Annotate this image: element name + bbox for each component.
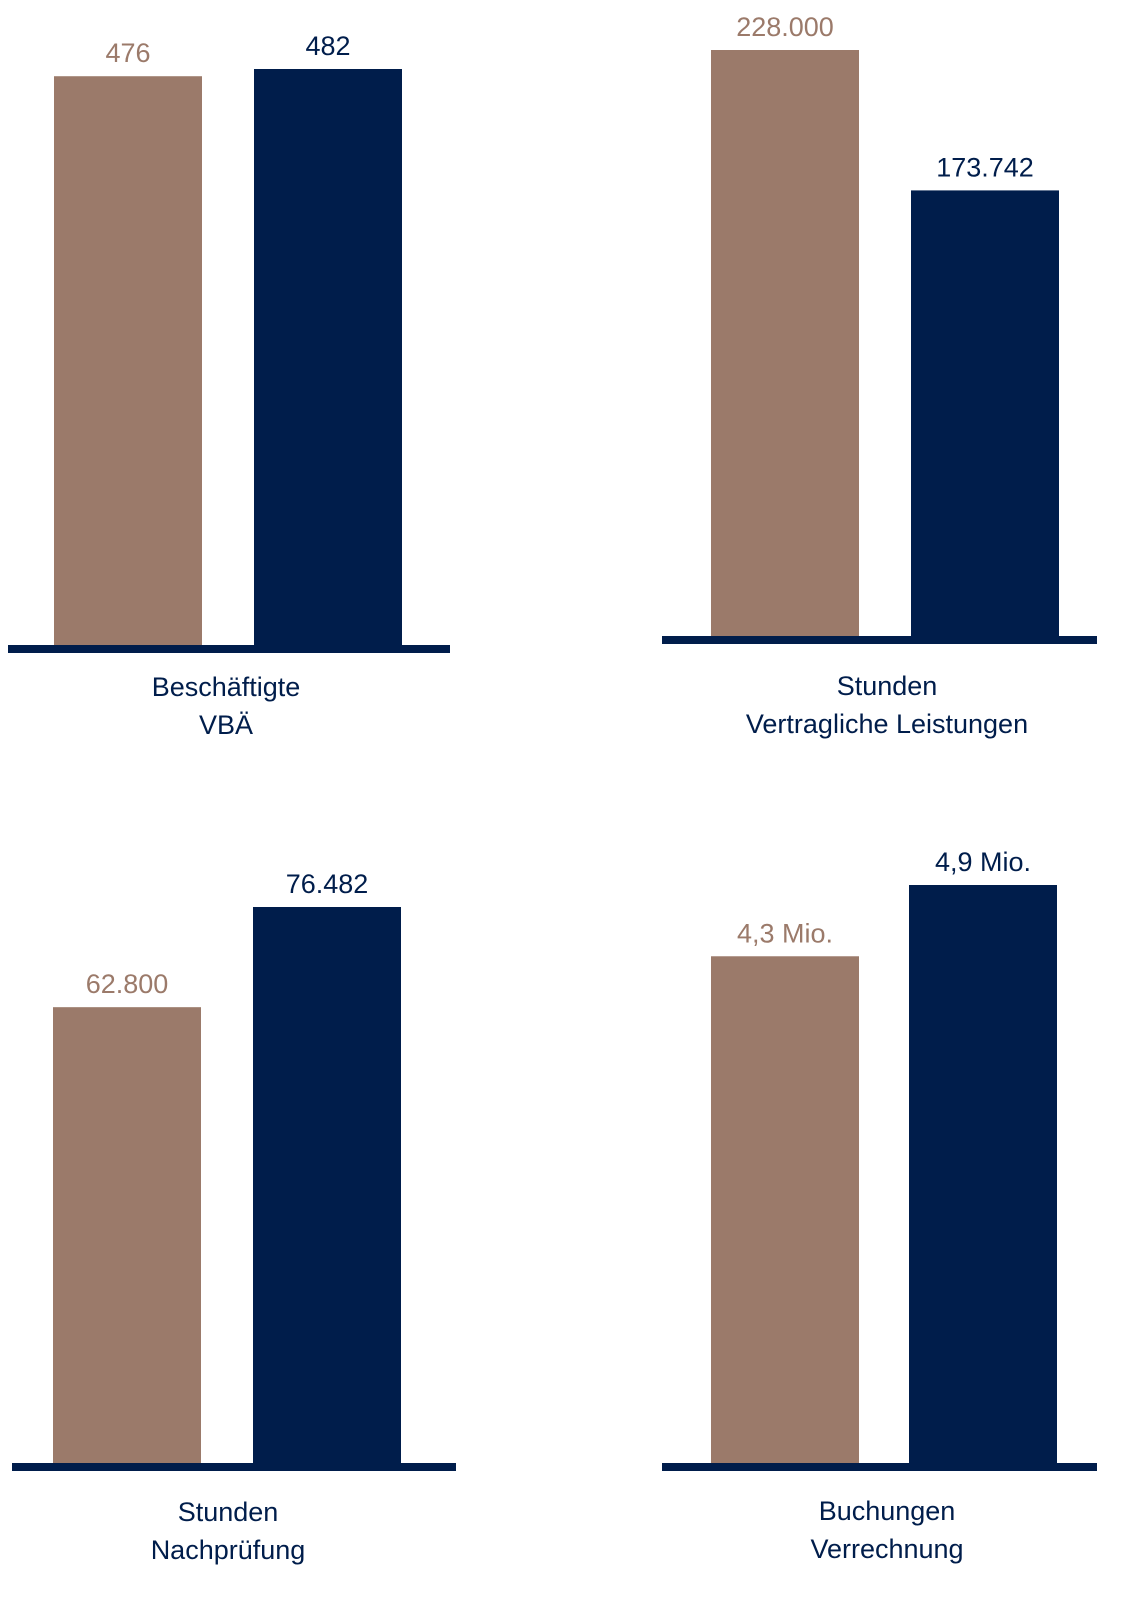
chart-4-bar-2 <box>909 885 1057 1467</box>
chart-4-value-label-1: 4,3 Mio. <box>737 918 833 948</box>
chart-2-caption-line-2: Vertragliche Leistungen <box>745 709 1029 739</box>
chart-2-value-label-1: 228.000 <box>736 12 834 42</box>
chart-2-baseline <box>662 636 1097 644</box>
chart-panel-1: 476 482 Beschäftigte VBÄ <box>0 0 560 760</box>
chart-4-value-label-2: 4,9 Mio. <box>935 847 1031 877</box>
chart-panel-3: 62.800 76.482 Stunden Nachprüfung <box>0 0 560 1606</box>
chart-1-baseline <box>8 645 450 653</box>
chart-1-caption-line-2: VBÄ <box>198 710 254 740</box>
chart-1-svg: 476 482 <box>8 31 450 653</box>
chart-3-svg: 62.800 76.482 <box>12 869 456 1471</box>
chart-4-caption: Buchungen Verrechnung <box>662 1492 1112 1568</box>
chart-1-bar-2 <box>254 69 402 649</box>
chart-1-caption: Beschäftigte VBÄ <box>0 668 452 744</box>
chart-3-caption-line-2: Nachprüfung <box>150 1535 306 1565</box>
chart-3-caption: Stunden Nachprüfung <box>0 1493 456 1569</box>
chart-2-caption-line-1: Stunden <box>836 671 938 701</box>
chart-4-caption-line-1: Buchungen <box>818 1496 956 1526</box>
chart-2-value-label-2: 173.742 <box>936 152 1034 182</box>
chart-2-bar-1 <box>711 50 859 640</box>
chart-4-caption-line-2: Verrechnung <box>810 1534 964 1564</box>
chart-1-value-label-1: 476 <box>105 38 150 68</box>
chart-1-value-label-2: 482 <box>305 31 350 61</box>
chart-3-bar-2 <box>253 907 401 1467</box>
chart-3-value-label-2: 76.482 <box>286 869 369 899</box>
chart-3-caption-line-1: Stunden <box>177 1497 279 1527</box>
chart-panel-2: 228.000 173.742 Stunden Vertragliche Leis… <box>0 0 1124 760</box>
chart-3-bar-1 <box>53 1007 201 1467</box>
chart-4-bar-1 <box>711 956 859 1467</box>
chart-3-baseline <box>12 1463 456 1471</box>
chart-1-caption-line-1: Beschäftigte <box>151 672 301 702</box>
chart-4-baseline <box>662 1463 1097 1471</box>
chart-2-svg: 228.000 173.742 <box>662 12 1097 644</box>
chart-3-value-label-1: 62.800 <box>86 969 169 999</box>
chart-2-bar-2 <box>911 190 1059 640</box>
chart-2-caption: Stunden Vertragliche Leistungen <box>662 667 1112 743</box>
chart-1-bar-1 <box>54 76 202 650</box>
